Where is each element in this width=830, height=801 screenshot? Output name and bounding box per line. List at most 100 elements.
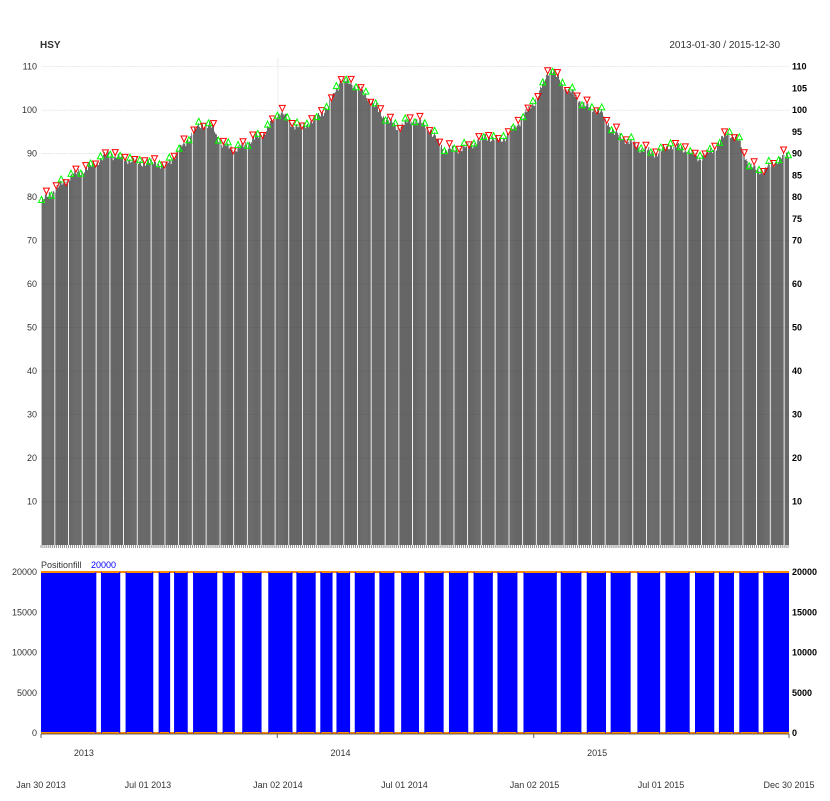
price-bar bbox=[482, 135, 484, 545]
price-bar bbox=[258, 137, 259, 546]
price-bar bbox=[341, 83, 343, 545]
flat-period bbox=[234, 571, 243, 733]
price-bar bbox=[296, 123, 298, 546]
price-bar bbox=[263, 133, 264, 545]
sell-marker bbox=[661, 144, 670, 152]
flat-period bbox=[349, 571, 356, 733]
price-bar bbox=[766, 168, 768, 546]
sell-marker bbox=[475, 133, 483, 141]
price-bar bbox=[529, 107, 531, 545]
price-bar bbox=[64, 181, 66, 545]
price-bar bbox=[525, 109, 527, 545]
price-bar bbox=[694, 155, 696, 546]
price-bar bbox=[277, 112, 279, 546]
price-bar bbox=[722, 135, 723, 545]
price-bar bbox=[584, 106, 586, 545]
price-bar bbox=[260, 132, 261, 546]
price-bar bbox=[617, 134, 619, 545]
price-bar bbox=[286, 118, 288, 545]
price-bar bbox=[367, 100, 369, 545]
price-bar bbox=[156, 167, 158, 546]
price-bar bbox=[556, 77, 557, 546]
price-bar bbox=[635, 147, 637, 545]
price-bar bbox=[595, 112, 597, 545]
sell-marker bbox=[593, 107, 601, 115]
buy-marker bbox=[283, 112, 292, 121]
price-bar bbox=[235, 151, 237, 545]
x-tick-label: Jan 02 2014 bbox=[253, 780, 303, 790]
sell-marker bbox=[435, 138, 444, 147]
x-tick-label: Jan 02 2015 bbox=[510, 780, 560, 790]
sell-marker bbox=[150, 155, 159, 163]
sell-marker bbox=[347, 75, 355, 84]
price-bar bbox=[149, 163, 150, 545]
price-bar bbox=[70, 175, 72, 546]
buy-marker bbox=[135, 155, 144, 164]
price-bar bbox=[533, 105, 535, 545]
price-bar bbox=[752, 167, 754, 545]
price-bar bbox=[516, 125, 518, 545]
price-bar bbox=[345, 81, 347, 546]
buy-marker bbox=[224, 137, 233, 146]
price-bar bbox=[136, 156, 138, 545]
price-bar bbox=[640, 149, 642, 545]
price-bar bbox=[677, 143, 679, 545]
price-bar bbox=[309, 126, 311, 545]
buy-marker bbox=[194, 117, 203, 125]
price-bar bbox=[194, 127, 196, 545]
buy-marker bbox=[430, 126, 439, 134]
price-bar bbox=[661, 151, 662, 545]
price-bar bbox=[56, 184, 58, 546]
flat-period bbox=[152, 571, 160, 733]
price-bar bbox=[221, 147, 223, 546]
price-bar bbox=[218, 141, 220, 546]
sell-marker bbox=[258, 131, 267, 140]
price-bar bbox=[293, 127, 295, 545]
price-bar bbox=[141, 165, 142, 545]
flat-period bbox=[630, 571, 638, 733]
price-bar bbox=[222, 143, 224, 545]
price-bar bbox=[705, 154, 707, 545]
flat-period bbox=[733, 571, 740, 733]
year-label: 2014 bbox=[330, 748, 350, 758]
price-bar bbox=[323, 115, 324, 545]
sell-marker bbox=[42, 187, 51, 196]
price-bar bbox=[291, 125, 293, 545]
price-bar bbox=[133, 158, 135, 546]
price-bar bbox=[183, 141, 185, 545]
x-tick-label: Jan 30 2013 bbox=[16, 780, 66, 790]
sell-marker bbox=[278, 104, 287, 113]
price-bar bbox=[517, 122, 519, 545]
sell-marker bbox=[583, 96, 591, 105]
price-bar bbox=[285, 113, 287, 546]
price-bar bbox=[585, 106, 587, 546]
price-bar bbox=[198, 123, 199, 545]
y-tick-left: 100 bbox=[22, 105, 37, 115]
price-bar bbox=[220, 144, 222, 545]
price-bar bbox=[41, 197, 43, 546]
price-bar bbox=[456, 149, 458, 545]
flat-period bbox=[187, 571, 194, 733]
sell-marker bbox=[101, 149, 110, 158]
flat-period bbox=[374, 571, 380, 733]
fill-y-tick-right: 10000 bbox=[792, 648, 817, 658]
price-bar bbox=[637, 145, 639, 545]
sell-marker bbox=[750, 158, 758, 166]
price-bar bbox=[300, 124, 302, 546]
price-bar bbox=[297, 127, 299, 546]
price-bar bbox=[778, 161, 779, 545]
price-bar bbox=[506, 132, 508, 545]
price-bar bbox=[251, 142, 253, 545]
price-bar bbox=[773, 165, 774, 545]
price-bar bbox=[184, 143, 186, 545]
price-bar bbox=[745, 159, 747, 545]
price-bar bbox=[592, 112, 594, 545]
price-bar bbox=[559, 84, 561, 546]
price-bar bbox=[269, 127, 270, 546]
price-bar bbox=[759, 174, 761, 545]
y-tick-right: 20 bbox=[792, 453, 802, 463]
price-bar bbox=[624, 144, 626, 545]
price-bar bbox=[239, 148, 241, 545]
price-bar bbox=[734, 136, 736, 545]
price-bar bbox=[488, 137, 489, 545]
